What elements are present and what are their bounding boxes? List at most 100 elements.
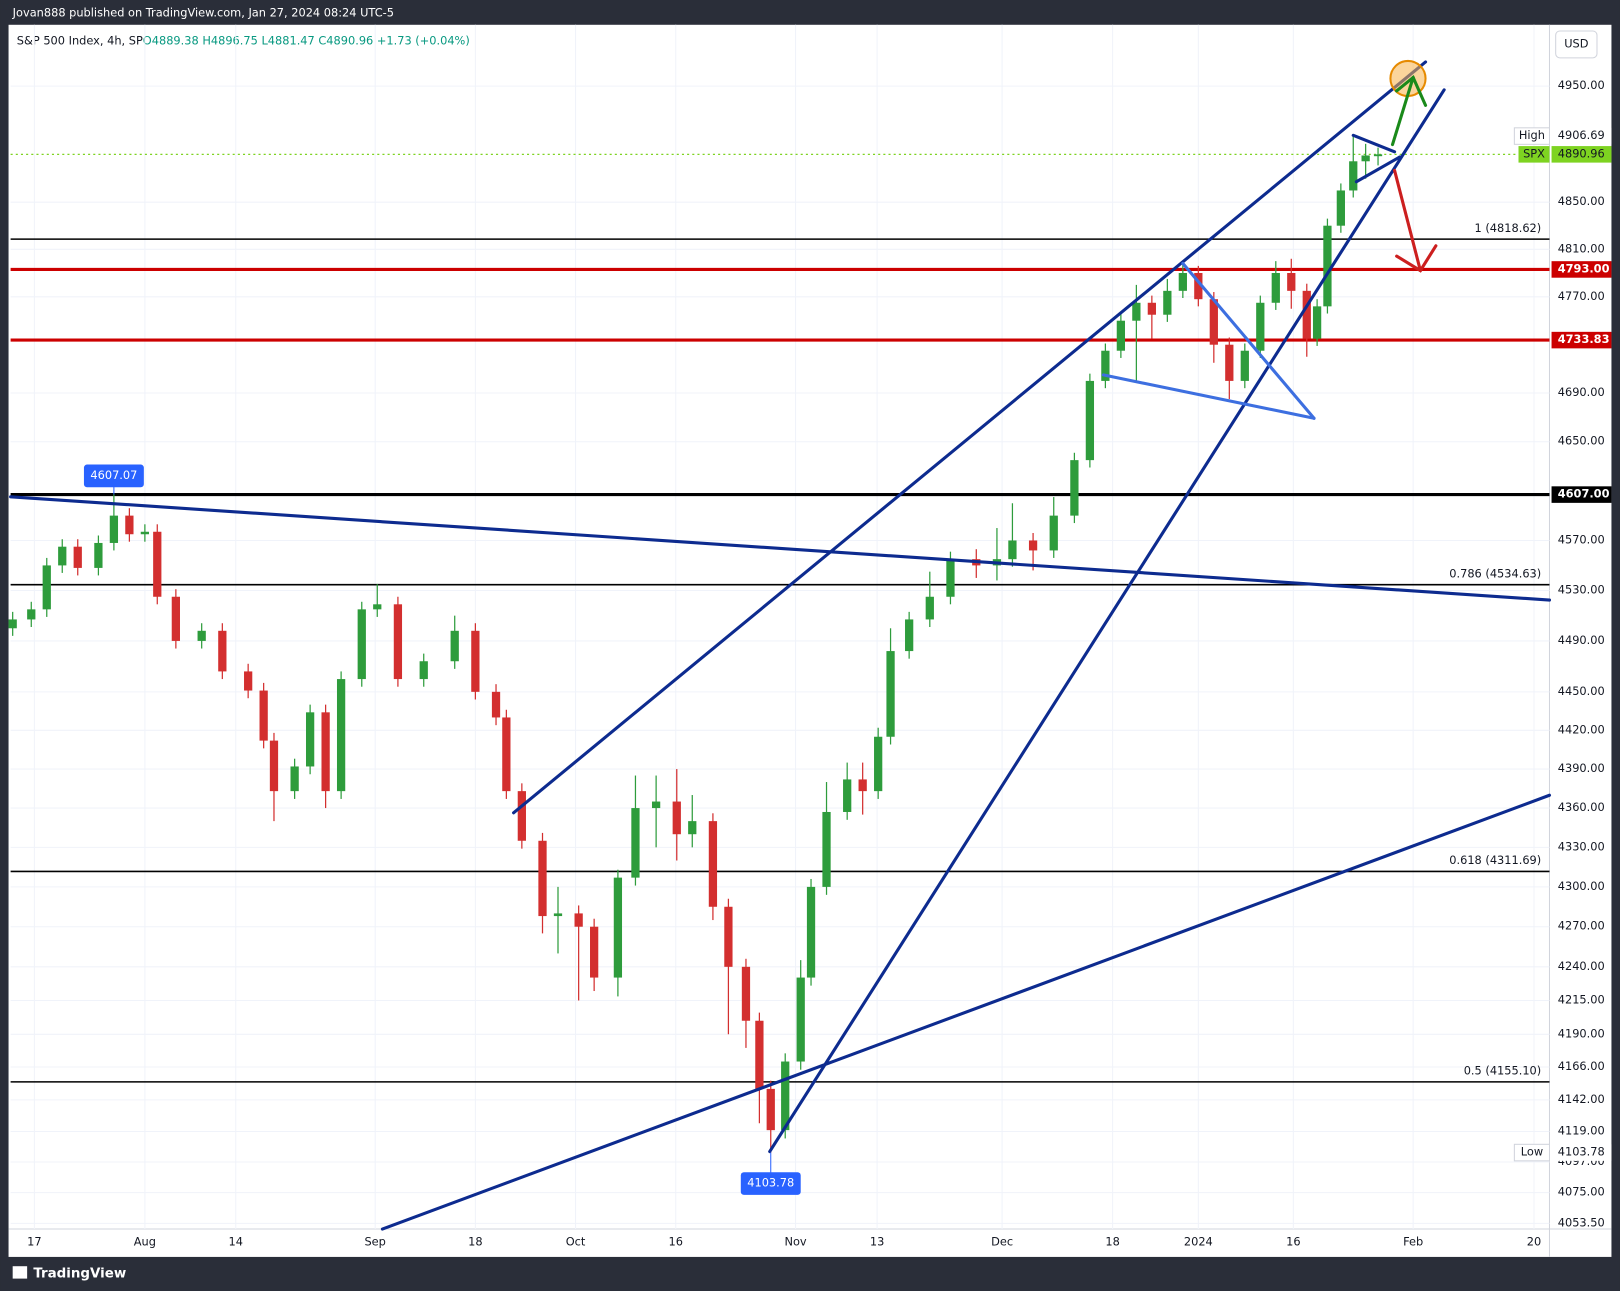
- candle-body: [336, 679, 346, 792]
- candle-body: [1132, 302, 1141, 321]
- up-arrow-head: [1395, 74, 1428, 107]
- candles: [8, 136, 1383, 1153]
- symbol-title: S&P 500 Index, 4h, SP: [17, 33, 143, 47]
- x-tick-label: 2024: [1184, 1234, 1213, 1248]
- x-tick-label: 18: [468, 1234, 482, 1248]
- candle-body: [1225, 344, 1234, 381]
- candle-body: [1312, 306, 1322, 339]
- low-price-label: 4103.78: [1558, 1145, 1605, 1159]
- candle-body: [1101, 350, 1110, 381]
- candle-body: [1287, 273, 1296, 291]
- callout-label: 4607.07: [90, 468, 137, 482]
- candle-body: [1194, 273, 1203, 300]
- currency[interactable]: USD: [1564, 36, 1589, 50]
- candle-body: [259, 690, 268, 741]
- high-tag: High: [1519, 128, 1545, 142]
- price-label: 4793.00: [1558, 261, 1610, 275]
- candle-body: [471, 630, 480, 692]
- candle-body: [688, 821, 697, 835]
- x-tick-label: Sep: [364, 1234, 385, 1248]
- y-tick-label: 4360.00: [1558, 800, 1605, 814]
- x-tick-label: Nov: [784, 1234, 806, 1248]
- y-tick-label: 4950.00: [1558, 78, 1605, 92]
- candle-body: [613, 877, 623, 978]
- candle-body: [806, 886, 816, 978]
- price-label-box: [1551, 261, 1612, 278]
- candle-body: [1336, 190, 1345, 226]
- x-tick-label: 18: [1105, 1234, 1119, 1248]
- price-label-box: [1551, 331, 1612, 349]
- candle-body: [125, 515, 134, 535]
- last-tag-box: [1518, 146, 1550, 163]
- y-tick-label: 4119.00: [1558, 1124, 1605, 1138]
- trend-line: [512, 60, 1428, 815]
- candle-body: [1256, 302, 1265, 351]
- candle-body: [874, 736, 883, 792]
- x-tick-label: Dec: [991, 1234, 1013, 1248]
- y-tick-label: 4330.00: [1558, 839, 1605, 853]
- candle-body: [373, 604, 382, 610]
- y-tick-label: 4690.00: [1558, 385, 1605, 399]
- y-tick-label: 4530.00: [1558, 582, 1605, 596]
- x-tick-label: Feb: [1403, 1234, 1423, 1248]
- x-tick-label: 14: [229, 1234, 243, 1248]
- pattern-line: [1101, 373, 1316, 420]
- candle-body: [553, 913, 563, 917]
- low-tag-box: [1513, 1143, 1551, 1162]
- last-price-label: 4890.96: [1558, 146, 1605, 160]
- down-arrow: [1393, 168, 1422, 273]
- candle-body: [796, 977, 805, 1062]
- candle-body: [491, 691, 501, 718]
- logo: [12, 1266, 28, 1279]
- candle-body: [218, 630, 227, 672]
- candle-body: [58, 546, 67, 566]
- candle-body: [517, 791, 526, 841]
- last-tag: SPX: [1523, 146, 1545, 160]
- grid: [10, 24, 1550, 1230]
- trend-line: [768, 88, 1446, 1154]
- candle-body: [42, 565, 51, 610]
- candle-body: [269, 740, 279, 792]
- candle-body: [1008, 540, 1017, 560]
- candle-body: [502, 717, 511, 792]
- x-tick-label: 20: [1527, 1234, 1541, 1248]
- publisher: Jovan888 published on TradingView.com, J…: [12, 5, 394, 19]
- y-tick-label: 4650.00: [1558, 434, 1605, 448]
- x-tick-label: 16: [669, 1234, 683, 1248]
- y-tick-label: 4270.00: [1558, 919, 1605, 933]
- x-tick-label: Oct: [566, 1234, 586, 1248]
- candle-body: [741, 966, 751, 1021]
- candle-body: [197, 630, 206, 641]
- candle-body: [450, 630, 459, 662]
- candle-body: [357, 609, 366, 680]
- axes: 4950.00 4850.00 4810.00 4770.00 4690.00 4650.…: [27, 78, 1612, 1248]
- ohlc-legend: O4889.38 H4896.75 L4881.47 C4890.96 +1.7…: [143, 33, 470, 47]
- candle-body: [755, 1020, 764, 1089]
- fib-label: 0.618 (4311.69): [1449, 853, 1541, 867]
- candle-body: [1049, 515, 1058, 551]
- x-tick-label: 17: [27, 1234, 41, 1248]
- candle-body: [1373, 154, 1383, 157]
- branding: TradingView: [33, 1266, 126, 1281]
- y-tick-label: 4240.00: [1558, 959, 1605, 973]
- candle-body: [1323, 225, 1332, 307]
- currency-box[interactable]: [1555, 30, 1598, 59]
- y-tick-label: 4190.00: [1558, 1026, 1605, 1040]
- callout-box: [83, 464, 144, 488]
- fib-label: 1 (4818.62): [1475, 221, 1542, 235]
- candle-body: [905, 619, 914, 652]
- candle-body: [886, 651, 895, 737]
- candle-body: [1240, 350, 1249, 381]
- candle-body: [708, 821, 718, 907]
- y-tick-label: 4075.00: [1558, 1185, 1605, 1199]
- drawings: [9, 59, 1552, 1231]
- pattern-line: [1181, 261, 1316, 420]
- price-label: 4607.00: [1558, 487, 1610, 501]
- candle-body: [1147, 302, 1156, 315]
- candle-body: [631, 808, 640, 878]
- candle-body: [724, 906, 733, 967]
- y-tick-label: 4450.00: [1558, 684, 1605, 698]
- candle-body: [672, 801, 681, 835]
